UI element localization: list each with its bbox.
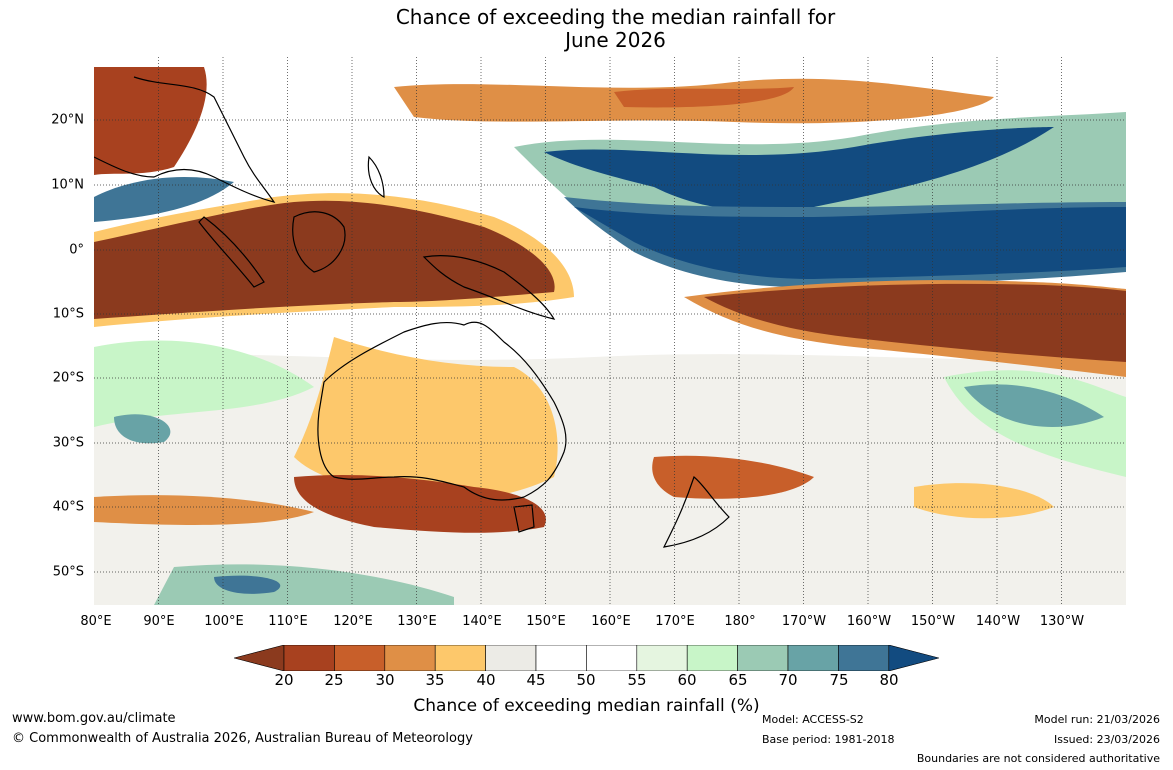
- map-title-line1: Chance of exceeding the median rainfall …: [395, 5, 836, 29]
- colorbar-cell-under: [234, 645, 285, 671]
- colorbar-cell: [535, 645, 587, 671]
- teal-patch: [114, 414, 171, 444]
- lon-label: 130°W: [1039, 614, 1085, 629]
- rainfall-shading: [94, 67, 1126, 605]
- tasmania-coast: [513, 504, 535, 533]
- colorbar-cell: [636, 645, 688, 671]
- colorbar-cell: [283, 645, 335, 671]
- colorbar-cell: [485, 645, 537, 671]
- lat-label: 30°S: [52, 435, 84, 451]
- dry-maritime-core: [94, 200, 555, 319]
- colorbar-tick-label: 70: [778, 671, 798, 689]
- dry-south-core: [294, 475, 546, 533]
- colorbar-tick-label: 75: [829, 671, 849, 689]
- map-title-line2: June 2026: [565, 28, 666, 52]
- lon-label: 140°W: [975, 614, 1021, 629]
- lon-label: 80°E: [80, 614, 112, 629]
- colorbar-tick-label: 20: [274, 671, 294, 689]
- colorbar-tick-label: 40: [476, 671, 496, 689]
- lon-label: 160°W: [846, 614, 892, 629]
- lon-label: 100°E: [204, 614, 244, 629]
- copyright-notice: © Commonwealth of Australia 2026, Austra…: [12, 731, 473, 746]
- lon-label: 140°E: [462, 614, 502, 629]
- boundary-disclaimer: Boundaries are not considered authoritat…: [916, 752, 1160, 765]
- dry-patch-se: [914, 483, 1054, 519]
- colorbar-tick-label: 30: [375, 671, 395, 689]
- asia-coast: [94, 76, 276, 203]
- colorbar-tick-label: 80: [879, 671, 899, 689]
- coastlines: [94, 76, 730, 548]
- lat-label: 0°: [69, 242, 84, 258]
- lon-label: 90°E: [143, 614, 175, 629]
- australia-coast: [317, 321, 567, 501]
- colorbar-cell: [838, 645, 890, 671]
- colorbar-cell: [384, 645, 436, 671]
- colorbar-tick-label: 55: [627, 671, 647, 689]
- lon-label: 120°E: [333, 614, 373, 629]
- colorbar-cell: [586, 645, 638, 671]
- colorbar-tick-label: 60: [677, 671, 697, 689]
- lon-label: 160°E: [591, 614, 631, 629]
- lon-label: 170°W: [781, 614, 827, 629]
- model-name: Model: ACCESS-S2: [762, 713, 864, 726]
- colorbar-cell: [686, 645, 738, 671]
- colorbar-tick-label: 50: [576, 671, 596, 689]
- colorbar-tick-label: 25: [324, 671, 344, 689]
- new-zealand-coast: [662, 475, 730, 548]
- borneo-coast: [292, 211, 346, 273]
- dry-core-north: [614, 87, 794, 108]
- source-url[interactable]: www.bom.gov.au/climate: [12, 711, 176, 726]
- colorbar-cell: [787, 645, 839, 671]
- colorbar-cell-over: [888, 645, 939, 671]
- lon-gridlines: [158, 57, 1062, 605]
- lat-label: 20°S: [52, 370, 84, 386]
- colorbar-cell: [434, 645, 486, 671]
- lat-label: 40°S: [52, 499, 84, 515]
- lat-label: 20°N: [51, 112, 84, 128]
- lon-label: 110°E: [268, 614, 308, 629]
- dry-patch-nw: [94, 67, 207, 175]
- wet-core-itcz: [544, 127, 1054, 211]
- colorbar-tick-label: 65: [728, 671, 748, 689]
- colorbar-tick-label: 35: [425, 671, 445, 689]
- lon-label: 150°E: [526, 614, 566, 629]
- philippines-coast: [367, 155, 385, 198]
- green-patch: [154, 564, 454, 605]
- colorbar: [234, 645, 939, 671]
- lon-label: 150°W: [910, 614, 956, 629]
- teal-patch: [964, 384, 1104, 427]
- base-period: Base period: 1981-2018: [762, 733, 895, 746]
- model-run-date: Model run: 21/03/2026: [1034, 713, 1160, 726]
- sumatra-coast: [198, 216, 265, 288]
- lat-label: 10°S: [52, 306, 84, 322]
- lon-label: 180°: [724, 614, 756, 629]
- wet-equatorial-core: [574, 207, 1126, 279]
- dry-band-south-core: [704, 283, 1126, 362]
- dry-australia: [294, 337, 558, 501]
- wet-west: [94, 177, 234, 222]
- lat-label: 10°N: [51, 177, 84, 193]
- lon-label: 170°E: [655, 614, 695, 629]
- dry-tasman: [652, 455, 814, 499]
- colorbar-cell: [334, 645, 386, 671]
- colorbar-cell: [737, 645, 789, 671]
- colorbar-tick-label: 45: [526, 671, 546, 689]
- rainfall-map: [94, 57, 1126, 605]
- green-patch: [94, 340, 314, 427]
- lat-gridlines: [94, 119, 1126, 573]
- issued-date: Issued: 23/03/2026: [1053, 733, 1160, 746]
- lat-label: 50°S: [52, 564, 84, 580]
- blue-patch: [214, 575, 281, 594]
- colorbar-title: Chance of exceeding median rainfall (%): [413, 696, 760, 716]
- lon-label: 130°E: [397, 614, 437, 629]
- dry-south-west: [94, 495, 314, 525]
- new-guinea-coast: [422, 255, 556, 320]
